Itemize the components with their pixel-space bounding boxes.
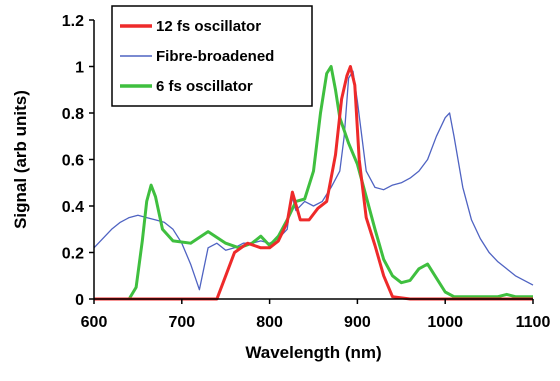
y-axis-ticks: 0 0.2 0.4 0.6 0.8 1 1.2 xyxy=(62,13,94,309)
y-tick-label: 1.2 xyxy=(62,13,84,30)
y-tick-label: 0.6 xyxy=(62,153,84,170)
y-tick-label: 0.8 xyxy=(62,106,84,123)
series-line-0 xyxy=(94,65,533,301)
legend-label-2: 6 fs oscillator xyxy=(156,78,253,95)
y-tick-label: 0.2 xyxy=(62,246,84,263)
x-tick-label: 800 xyxy=(256,314,283,331)
x-axis-title: Wavelength (nm) xyxy=(245,343,381,362)
x-axis-ticks: 600 700 800 900 1000 1100 xyxy=(81,299,551,331)
x-tick-label: 1100 xyxy=(516,314,551,331)
y-tick-label: 1 xyxy=(75,60,84,77)
x-tick-label: 700 xyxy=(168,314,195,331)
x-tick-label: 600 xyxy=(81,314,108,331)
legend-label-0: 12 fs oscillator xyxy=(156,18,261,35)
legend: 12 fs oscillator Fibre-broadened 6 fs osci… xyxy=(111,5,313,107)
y-tick-label: 0.4 xyxy=(62,199,84,216)
x-tick-label: 900 xyxy=(344,314,371,331)
x-tick-label: 1000 xyxy=(427,314,463,331)
plot-area: 600 700 800 900 1000 1100 0 0.2 0.4 0.6 0.8 1 1.2 xyxy=(62,13,551,331)
y-tick-label: 0 xyxy=(75,292,84,309)
legend-label-1: Fibre-broadened xyxy=(156,48,274,65)
series-line-2 xyxy=(94,65,533,301)
y-axis-title: Signal (arb units) xyxy=(11,90,30,229)
series-layer xyxy=(93,65,534,301)
series-line-1 xyxy=(93,70,534,291)
